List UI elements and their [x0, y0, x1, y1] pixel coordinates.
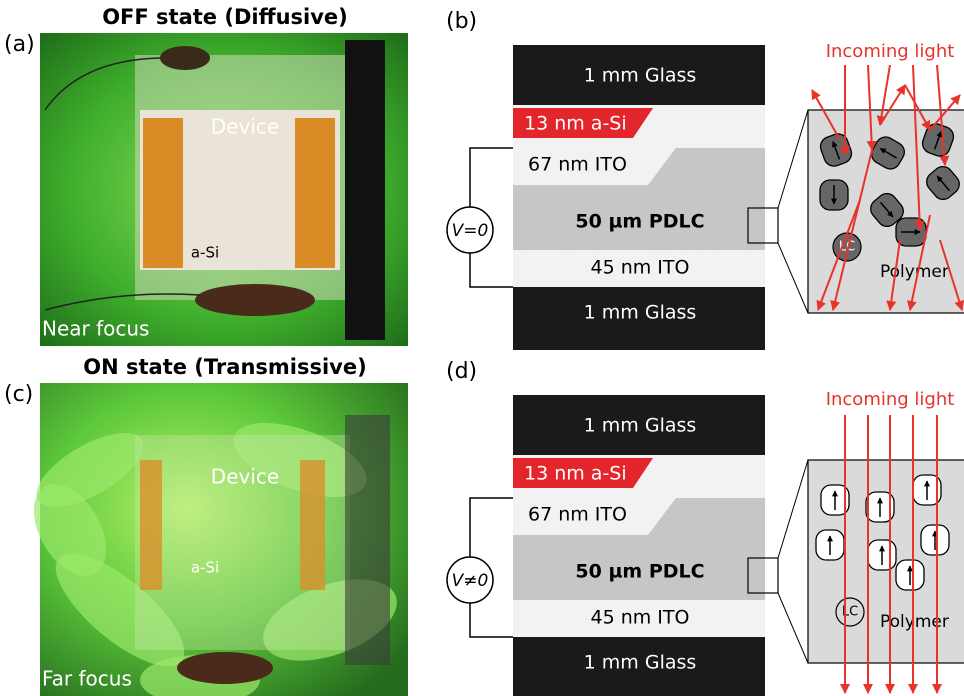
- panel-title: ON state (Transmissive): [83, 355, 366, 379]
- panel-label: (d): [446, 359, 477, 384]
- focus-label: Far focus: [42, 667, 132, 691]
- incoming-label: Incoming light: [826, 41, 955, 62]
- lc-droplet: [921, 525, 949, 555]
- layer-label: 50 µm PDLC: [575, 561, 704, 583]
- layer-label: 1 mm Glass: [584, 652, 697, 674]
- zoom-line: [778, 110, 808, 313]
- a-si-strip: [295, 118, 335, 268]
- lc-droplet: [820, 180, 848, 210]
- contact-blob: [160, 46, 210, 70]
- contact-blob: [177, 652, 273, 684]
- layer-label: 13 nm a-Si: [524, 463, 627, 485]
- figure: (a) OFF state (Diffusive) Device a-Si Near f…: [0, 0, 964, 696]
- contact-blob: [195, 284, 315, 316]
- layer-label: 1 mm Glass: [584, 65, 697, 87]
- layer-label: 67 nm ITO: [528, 504, 627, 526]
- lc-droplet: [868, 540, 896, 570]
- panel-title: OFF state (Diffusive): [102, 5, 348, 29]
- layer-label: 67 nm ITO: [528, 154, 627, 176]
- lc-droplet: [896, 560, 924, 590]
- layer-label: 45 nm ITO: [591, 257, 690, 279]
- lc-droplet: [816, 530, 844, 560]
- layer-label: 50 µm PDLC: [575, 211, 704, 233]
- voltage-label: V=0: [452, 221, 489, 241]
- photo: [19, 383, 408, 696]
- layer-label: 45 nm ITO: [591, 607, 690, 629]
- panel-label: (b): [446, 9, 477, 34]
- a-si-label: a-Si: [191, 559, 219, 577]
- a-si-label: a-Si: [191, 244, 219, 262]
- voltage-label: V≠0: [452, 571, 489, 591]
- layer-label: 1 mm Glass: [584, 415, 697, 437]
- a-si-strip: [300, 460, 325, 590]
- device-label: Device: [211, 115, 279, 139]
- focus-label: Near focus: [42, 317, 149, 341]
- device-label: Device: [211, 465, 279, 489]
- zoom-line: [778, 460, 808, 663]
- edge-glass: [345, 40, 385, 340]
- a-si-strip: [140, 460, 162, 590]
- panel-label: (a): [4, 32, 35, 57]
- a-si-strip: [143, 118, 183, 268]
- layer-label: 13 nm a-Si: [524, 113, 627, 135]
- edge-glass: [345, 415, 390, 665]
- layer-label: 1 mm Glass: [584, 302, 697, 324]
- panel-label: (c): [4, 382, 33, 407]
- incoming-label: Incoming light: [826, 389, 955, 410]
- photo: [40, 33, 408, 346]
- polymer-label: Polymer: [880, 262, 949, 282]
